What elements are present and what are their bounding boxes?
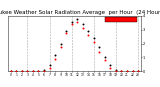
- Point: [137, 71, 139, 72]
- Point: [98, 47, 101, 48]
- Point: [104, 60, 106, 61]
- Point: [48, 64, 51, 65]
- Point: [32, 70, 34, 72]
- Point: [98, 51, 101, 52]
- Point: [137, 71, 139, 72]
- Point: [48, 67, 51, 68]
- Point: [9, 71, 12, 72]
- Point: [9, 71, 12, 72]
- Point: [70, 21, 73, 23]
- Point: [54, 58, 56, 60]
- Point: [15, 71, 18, 72]
- Point: [32, 71, 34, 72]
- Point: [26, 71, 29, 72]
- Point: [65, 32, 67, 34]
- Point: [37, 71, 40, 72]
- Point: [92, 41, 95, 42]
- Point: [81, 23, 84, 24]
- Point: [26, 71, 29, 72]
- Point: [109, 67, 112, 68]
- Point: [59, 43, 62, 45]
- Point: [54, 55, 56, 56]
- Point: [131, 71, 134, 72]
- Point: [87, 34, 89, 35]
- FancyBboxPatch shape: [105, 17, 137, 22]
- Point: [104, 56, 106, 58]
- Point: [59, 46, 62, 47]
- Point: [115, 70, 117, 72]
- Point: [126, 71, 128, 72]
- Point: [65, 30, 67, 31]
- Point: [15, 71, 18, 72]
- Point: [87, 30, 89, 31]
- Point: [37, 71, 40, 72]
- Point: [20, 71, 23, 72]
- Point: [70, 24, 73, 25]
- Point: [76, 21, 78, 23]
- Point: [131, 71, 134, 72]
- Title: Milwaukee Weather Solar Radiation Average  per Hour  (24 Hours): Milwaukee Weather Solar Radiation Averag…: [0, 10, 160, 15]
- Point: [126, 71, 128, 72]
- Point: [43, 70, 45, 72]
- Point: [81, 27, 84, 29]
- Point: [109, 64, 112, 66]
- Point: [120, 71, 123, 72]
- Point: [92, 37, 95, 39]
- Point: [115, 69, 117, 71]
- Point: [76, 19, 78, 20]
- Point: [43, 70, 45, 71]
- Point: [120, 71, 123, 72]
- Point: [20, 71, 23, 72]
